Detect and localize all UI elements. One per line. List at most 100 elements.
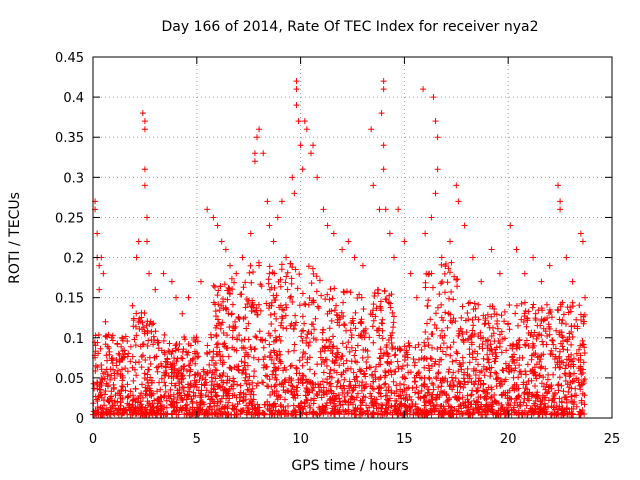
data-point	[362, 325, 369, 332]
data-point	[466, 346, 473, 353]
data-point	[372, 400, 379, 407]
data-point	[276, 333, 283, 340]
data-point	[412, 403, 419, 410]
data-point	[302, 350, 309, 357]
data-point	[154, 410, 161, 417]
data-point	[118, 343, 125, 350]
data-point	[377, 298, 384, 305]
data-point	[136, 315, 143, 322]
data-point	[213, 313, 220, 320]
data-point	[418, 411, 425, 418]
data-point	[566, 370, 573, 377]
data-point	[111, 410, 118, 417]
data-point	[469, 316, 476, 323]
data-point	[573, 375, 580, 382]
data-point	[174, 375, 181, 382]
data-point	[264, 401, 271, 408]
data-point	[494, 375, 501, 382]
data-point	[124, 411, 131, 418]
data-point	[162, 388, 169, 395]
data-point	[488, 364, 495, 371]
data-point	[130, 315, 137, 322]
data-point	[421, 374, 428, 381]
data-point	[333, 302, 340, 309]
data-point	[480, 363, 487, 370]
data-point	[155, 345, 162, 352]
data-point	[381, 381, 388, 388]
data-point	[420, 355, 427, 362]
data-point	[466, 351, 473, 358]
data-point	[264, 198, 271, 205]
data-point	[175, 346, 182, 353]
data-point	[481, 321, 488, 328]
data-point	[225, 411, 232, 418]
data-point	[238, 337, 245, 344]
data-point	[336, 314, 343, 321]
data-point	[109, 402, 116, 409]
data-point	[102, 318, 109, 325]
data-point	[372, 376, 379, 383]
data-point	[241, 345, 248, 352]
data-point	[127, 388, 134, 395]
data-point	[471, 300, 478, 307]
data-point	[363, 365, 370, 372]
data-point	[371, 396, 378, 403]
data-point	[168, 366, 175, 373]
data-point	[299, 313, 306, 320]
data-point	[112, 392, 119, 399]
data-point	[562, 377, 569, 384]
data-point	[302, 376, 309, 383]
data-point	[505, 320, 512, 327]
data-point	[133, 372, 140, 379]
data-point	[135, 319, 142, 326]
data-point	[272, 327, 279, 334]
data-point	[263, 363, 270, 370]
data-point	[446, 383, 453, 390]
data-point	[324, 222, 331, 229]
data-point	[392, 403, 399, 410]
data-point	[133, 254, 140, 261]
data-point	[556, 316, 563, 323]
data-point	[387, 300, 394, 307]
data-point	[284, 403, 291, 410]
data-point	[432, 358, 439, 365]
data-point	[579, 337, 586, 344]
data-point	[169, 369, 176, 376]
data-point	[179, 310, 186, 317]
data-point	[380, 142, 387, 149]
data-point	[568, 323, 575, 330]
data-point	[443, 390, 450, 397]
data-point	[299, 166, 306, 173]
data-point	[305, 342, 312, 349]
data-point	[197, 394, 204, 401]
data-point	[551, 399, 558, 406]
data-point	[266, 352, 273, 359]
data-point	[113, 407, 120, 414]
data-point	[248, 388, 255, 395]
data-point	[244, 409, 251, 416]
data-point	[128, 406, 135, 413]
data-point	[223, 332, 230, 339]
data-point	[453, 276, 460, 283]
data-point	[256, 328, 263, 335]
data-point	[447, 352, 454, 359]
data-point	[201, 410, 208, 417]
data-point	[456, 396, 463, 403]
data-point	[222, 246, 229, 253]
data-point	[449, 386, 456, 393]
data-point	[265, 330, 272, 337]
data-point	[542, 328, 549, 335]
data-point	[360, 393, 367, 400]
data-point	[515, 337, 522, 344]
data-point	[235, 367, 242, 374]
data-point	[247, 391, 254, 398]
data-point	[380, 352, 387, 359]
data-point	[196, 376, 203, 383]
data-point	[110, 381, 117, 388]
data-point	[453, 357, 460, 364]
data-point	[266, 222, 273, 229]
data-point	[181, 392, 188, 399]
data-point	[350, 401, 357, 408]
data-point	[551, 356, 558, 363]
